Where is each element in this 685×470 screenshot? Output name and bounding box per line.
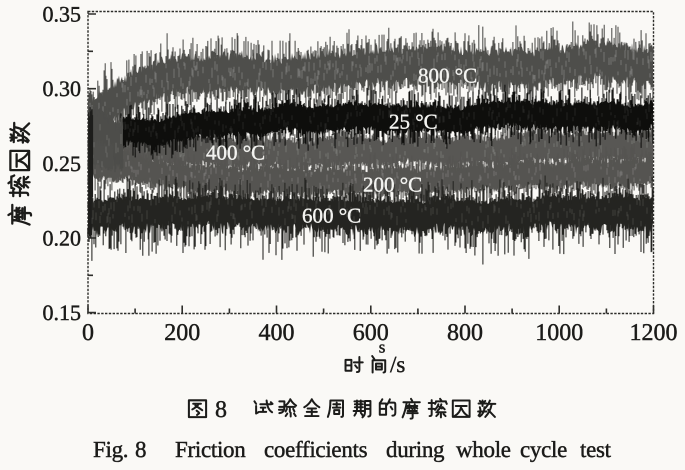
svg-text:1200: 1200 — [630, 320, 678, 346]
svg-text:800 °C: 800 °C — [418, 64, 477, 88]
svg-text:0.15: 0.15 — [43, 300, 82, 325]
svg-text:200 °C: 200 °C — [363, 173, 422, 197]
svg-text:400: 400 — [259, 320, 295, 346]
svg-text:400 °C: 400 °C — [206, 141, 265, 165]
svg-text:s: s — [379, 338, 386, 357]
svg-text:0.35: 0.35 — [43, 2, 82, 27]
svg-text:0.30: 0.30 — [43, 76, 82, 101]
svg-text:800: 800 — [447, 320, 483, 346]
svg-text:0.25: 0.25 — [43, 151, 82, 176]
svg-text:0.20: 0.20 — [43, 226, 82, 251]
svg-text:8: 8 — [215, 397, 227, 423]
svg-text:600 °C: 600 °C — [302, 204, 361, 228]
svg-text:600: 600 — [353, 320, 389, 346]
svg-text:200: 200 — [164, 320, 200, 346]
svg-text:25 °C: 25 °C — [389, 110, 438, 134]
svg-text:0: 0 — [82, 320, 94, 346]
svg-text:/s: /s — [390, 352, 405, 377]
svg-text:1000: 1000 — [535, 320, 583, 346]
